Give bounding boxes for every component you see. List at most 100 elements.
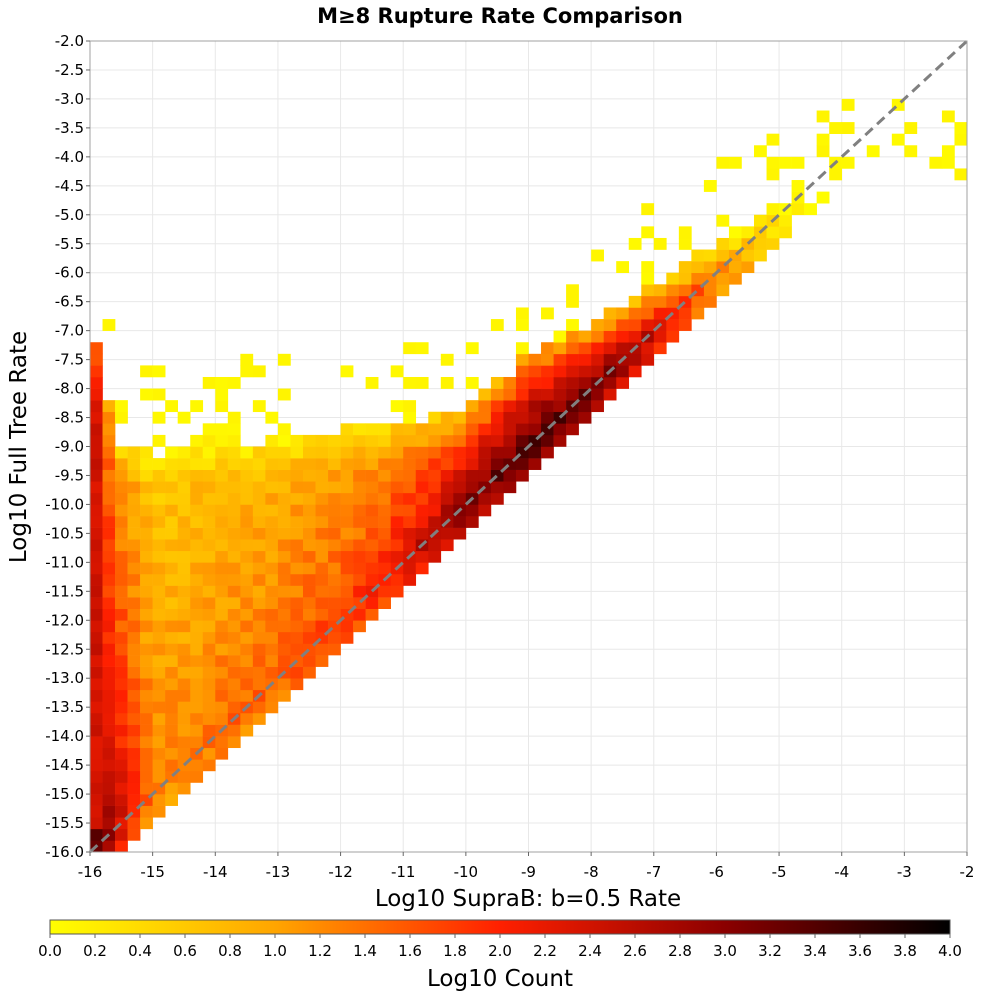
heatmap-cell (177, 759, 191, 772)
heatmap-cell (541, 353, 554, 366)
heatmap-cell (365, 446, 379, 459)
heatmap-cell (177, 446, 191, 459)
heatmap-cell (465, 469, 479, 482)
heatmap-cell (152, 666, 166, 679)
heatmap-cell (152, 562, 166, 575)
y-tick-label: -11.5 (45, 582, 84, 600)
heatmap-cell (415, 550, 429, 563)
heatmap-cell (302, 481, 316, 494)
heatmap-cell (378, 597, 391, 609)
heatmap-cell (115, 805, 128, 818)
heatmap-cell (465, 376, 479, 389)
heatmap-cell (190, 585, 204, 598)
heatmap-cell (240, 492, 254, 505)
heatmap-cell (353, 504, 366, 517)
heatmap-cell (353, 516, 366, 528)
heatmap-cell (140, 365, 153, 378)
heatmap-cell (165, 481, 178, 494)
heatmap-cell (553, 411, 567, 424)
heatmap-cell (641, 319, 655, 331)
heatmap-cell (353, 492, 366, 505)
heatmap-cell (302, 504, 316, 517)
heatmap-cell (277, 504, 291, 517)
heatmap-cell (102, 573, 116, 586)
heatmap-cell (115, 643, 128, 656)
heatmap-cell (302, 446, 316, 459)
heatmap-cell (190, 400, 204, 413)
heatmap-cell (302, 562, 316, 575)
heatmap-cell (165, 712, 178, 725)
heatmap-cell (90, 469, 103, 482)
heatmap-cell (240, 678, 254, 691)
heatmap-cell (891, 98, 905, 111)
heatmap-cell (340, 573, 354, 586)
heatmap-cell (302, 655, 316, 667)
heatmap-cell (190, 701, 204, 714)
colorbar-tick-label: 3.2 (758, 942, 782, 960)
heatmap-cell (515, 365, 529, 378)
heatmap-cell (127, 631, 141, 644)
heatmap-cell (302, 469, 316, 482)
heatmap-cell (290, 469, 304, 482)
heatmap-cell (265, 666, 279, 679)
heatmap-cell (90, 458, 103, 470)
heatmap-cell (616, 319, 630, 331)
heatmap-cell (378, 434, 391, 447)
heatmap-cell (165, 562, 178, 575)
heatmap-cell (202, 759, 216, 772)
heatmap-cell (566, 411, 579, 424)
heatmap-cell (265, 701, 279, 714)
heatmap-cell (428, 469, 442, 482)
heatmap-cell (566, 376, 579, 389)
heatmap-cell (365, 527, 379, 540)
heatmap-cell (653, 307, 667, 320)
heatmap-cell (152, 504, 166, 517)
heatmap-cell (227, 701, 241, 714)
heatmap-cell (152, 458, 166, 470)
heatmap-cell (428, 458, 442, 470)
heatmap-cell (115, 539, 128, 552)
heatmap-cell (766, 156, 780, 169)
heatmap-cell (428, 411, 442, 424)
heatmap-cell (215, 516, 229, 528)
heatmap-cell (240, 666, 254, 679)
heatmap-cell (403, 400, 417, 413)
heatmap-cell (315, 458, 329, 470)
heatmap-cell (315, 608, 329, 621)
heatmap-cell (140, 388, 153, 401)
heatmap-cell (252, 481, 266, 494)
colorbar-tick-label: 2.6 (623, 942, 647, 960)
heatmap-cell (127, 527, 141, 540)
heatmap-cell (515, 319, 529, 331)
heatmap-cell (641, 342, 655, 355)
heatmap-cell (115, 759, 128, 772)
heatmap-cell (428, 504, 442, 517)
heatmap-cell (227, 492, 241, 505)
heatmap-cell (703, 272, 717, 285)
heatmap-cell (127, 458, 141, 470)
colorbar-tick-label: 3.8 (893, 942, 917, 960)
heatmap-cell (202, 504, 216, 517)
heatmap-cell (215, 550, 229, 563)
heatmap-cell (127, 539, 141, 552)
heatmap-cell (277, 608, 291, 621)
heatmap-cell (453, 434, 467, 447)
heatmap-cell (277, 585, 291, 598)
heatmap-cell (102, 770, 116, 783)
heatmap-cell (541, 376, 554, 389)
heatmap-cell (365, 434, 379, 447)
heatmap-cell (440, 434, 454, 447)
heatmap-cell (390, 400, 404, 413)
heatmap-cell (440, 539, 454, 552)
heatmap-cell (353, 550, 366, 563)
heatmap-cell (115, 469, 128, 482)
heatmap-cell (290, 458, 304, 470)
heatmap-cell (215, 701, 229, 714)
heatmap-cell (503, 376, 517, 389)
heatmap-cell (165, 643, 178, 656)
heatmap-cell (277, 550, 291, 563)
heatmap-cell (90, 794, 103, 806)
heatmap-cell (315, 573, 329, 586)
heatmap-cell (227, 539, 241, 552)
heatmap-cell (227, 655, 241, 667)
